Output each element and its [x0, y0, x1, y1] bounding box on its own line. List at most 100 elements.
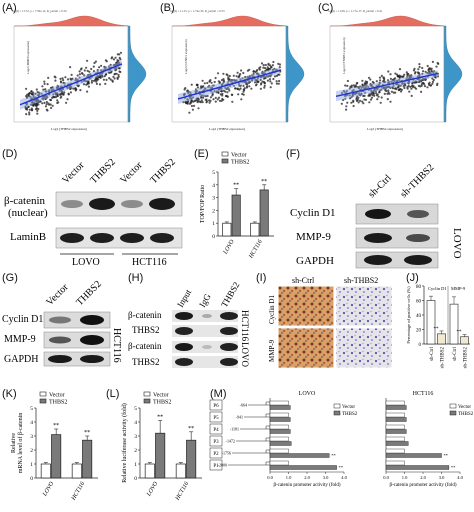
scatter-point	[95, 82, 98, 85]
scatter-point	[356, 98, 359, 101]
row-label: (nuclear)	[8, 207, 48, 219]
scatter-point	[413, 67, 416, 70]
scatter-point	[237, 76, 240, 79]
scatter-point	[242, 71, 245, 75]
scatter-point	[98, 66, 101, 69]
promoter-bar-chart-m: P6 -664 P5 -941 P4 -1181 P3 -1472 P2 -1756 P1 -2000…	[209, 391, 474, 488]
scatter-point	[272, 77, 275, 81]
scatter-plot-a: log(I) = 11.72, p = 7.59e-12, R_partial …	[12, 9, 147, 131]
promoter-position: -1181	[230, 427, 239, 432]
scatter-point	[421, 66, 424, 70]
x-tick-label: 4.0	[341, 475, 347, 480]
scatter-point	[114, 56, 117, 59]
scatter-point	[419, 85, 422, 88]
side-label: LOVO	[451, 228, 463, 259]
scatter-point	[354, 84, 357, 87]
scatter-point	[54, 79, 57, 82]
legend-label: Vector	[49, 393, 65, 399]
scatter-point	[196, 86, 199, 89]
band	[407, 210, 429, 218]
y-tick-label: 3	[134, 434, 137, 440]
scatter-point	[268, 78, 271, 81]
band	[49, 336, 71, 344]
scatter-point	[119, 51, 123, 54]
significance-mark: **	[434, 327, 440, 332]
scatter-point	[367, 76, 371, 79]
y-tick-label: 80	[416, 285, 422, 290]
scatter-point	[94, 60, 97, 63]
scatter-point	[217, 91, 220, 94]
scatter-point	[214, 100, 217, 103]
scatter-point	[115, 72, 118, 75]
bar	[385, 453, 442, 458]
scatter-point	[190, 104, 193, 108]
scatter-point	[263, 84, 266, 87]
scatter-point	[118, 53, 121, 56]
scatter-point	[70, 73, 73, 76]
scatter-point	[420, 90, 423, 93]
band	[364, 233, 392, 243]
scatter-point	[359, 99, 362, 102]
scatter-point	[45, 103, 48, 106]
scatter-point	[398, 68, 402, 71]
scatter-point	[377, 95, 380, 98]
scatter-point	[111, 56, 114, 59]
construct-box	[209, 423, 223, 435]
scatter-point	[211, 93, 214, 96]
scatter-point	[389, 77, 392, 80]
scatter-point	[222, 78, 225, 81]
tss-arrow	[265, 425, 270, 429]
scatter-point	[389, 100, 392, 103]
scatter-point	[119, 58, 122, 61]
lane-label: THBS2	[219, 280, 241, 309]
bar	[385, 429, 407, 434]
stats-header: log(I) = 11.15, p = 1.74e-32, R_partial …	[170, 9, 225, 14]
significance-mark: **	[331, 453, 336, 458]
scatter-point	[261, 80, 264, 83]
promoter-position: -941	[236, 415, 243, 420]
x-axis-label: Log2 (THBS2 expression)	[367, 127, 403, 131]
scatter-point	[402, 85, 405, 88]
panel-i: (I) sh-Ctrl sh-THBS2 Cyclin D1 MMP-9	[254, 270, 404, 370]
scatter-point	[95, 80, 98, 83]
legend-label: THBS2	[458, 412, 474, 417]
x-tick-label: sh-Ctrl	[453, 346, 458, 361]
construct-box	[209, 447, 223, 459]
scatter-point	[383, 92, 386, 95]
scatter-point	[112, 58, 115, 61]
scatter-point	[417, 72, 420, 75]
scatter-point	[392, 91, 395, 94]
scatter-point	[426, 86, 429, 89]
scatter-point	[382, 76, 385, 79]
scatter-point	[346, 101, 349, 104]
y-tick-label: 20	[416, 329, 422, 334]
scatter-point	[212, 98, 215, 101]
scatter-point	[362, 102, 365, 105]
scatter-point	[373, 94, 376, 97]
band	[175, 358, 193, 366]
scatter-point	[119, 70, 122, 74]
scatter-point	[35, 105, 38, 108]
row-label: MMP-9	[296, 231, 331, 243]
bar	[175, 463, 186, 479]
bar	[385, 412, 405, 418]
scatter-point	[56, 101, 59, 105]
confidence-band	[178, 67, 280, 104]
scatter-point	[380, 96, 383, 99]
legend-label: Vector	[153, 393, 169, 399]
legend-label: Vector	[458, 405, 471, 410]
x-tick-label: 2.0	[304, 475, 310, 480]
ihc-images-i: sh-Ctrl sh-THBS2 Cyclin D1 MMP-9	[268, 276, 393, 369]
marginal-density-top	[329, 15, 445, 27]
significance-mark: **	[451, 465, 456, 470]
chart-title: LOVO	[299, 391, 316, 397]
scatter-point	[221, 92, 224, 95]
legend-swatch-vector	[333, 403, 341, 409]
x-tick-label: LOVO	[222, 238, 236, 256]
x-tick-label: 4.0	[457, 475, 463, 480]
panel-letter: (F)	[286, 148, 301, 160]
band	[48, 355, 72, 363]
scatter-point	[369, 98, 373, 101]
scatter-point	[364, 80, 367, 83]
